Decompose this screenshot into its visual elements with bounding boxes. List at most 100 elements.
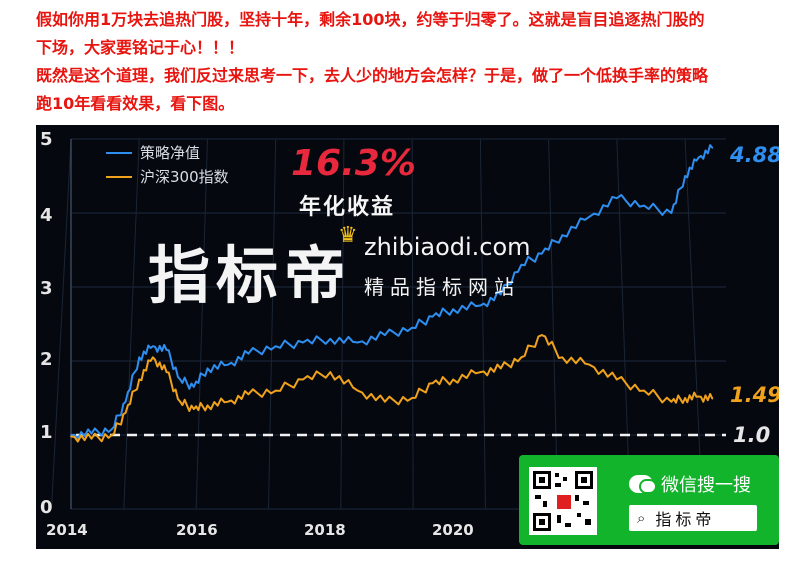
data-point-strategy-31 [711, 147, 714, 149]
annual-return-value: 16.3% [291, 143, 416, 184]
y-tick-0: 0 [40, 497, 53, 518]
data-point-index-15 [356, 389, 359, 392]
data-point-strategy-12 [274, 345, 277, 347]
data-point-strategy-26 [616, 197, 618, 199]
y-tick-4: 4 [40, 205, 53, 226]
y-tick-5: 5 [40, 129, 53, 150]
chart-panel: 策略净值 沪深300指数 16.3% 年化收益 指标帝 ♛ zhibiaodi.… [36, 125, 779, 549]
data-point-index-24 [561, 356, 564, 359]
intro-line-2: 下场，大家要铭记于心！！！ [36, 38, 245, 57]
grid-line-v-0 [51, 138, 72, 510]
intro-line-1: 假如你用1万块去追热门股，坚持十年，剩余100块，约等于归零了。这就是盲目追逐热… [36, 10, 705, 29]
data-point-strategy-7 [179, 378, 181, 381]
data-point-strategy-15 [356, 341, 359, 344]
data-point-index-3 [124, 412, 127, 414]
intro-line-3: 既然是这个道理，我们反过来思考一下，去人少的地方会怎样？于是，做了一个低换手率的… [36, 66, 709, 85]
data-point-index-30 [697, 395, 700, 398]
data-point-index-5 [152, 356, 154, 359]
data-point-index-14 [329, 371, 332, 373]
data-point-index-25 [588, 363, 591, 366]
data-point-index-29 [684, 397, 686, 399]
data-point-strategy-10 [227, 363, 229, 366]
chart-svg [51, 138, 726, 510]
data-point-index-26 [616, 378, 618, 381]
chart-legend: 策略净值 沪深300指数 [106, 141, 229, 189]
grid-line-v-1 [123, 138, 140, 510]
data-point-strategy-19 [452, 308, 454, 310]
data-point-strategy-1 [90, 432, 93, 435]
data-point-index-20 [479, 371, 482, 373]
x-tick-2014: 2014 [46, 521, 88, 539]
legend-item-index: 沪深300指数 [106, 165, 229, 189]
wechat-icon [629, 475, 657, 494]
grid-line-v-7 [548, 138, 559, 510]
wechat-search-label: 微信搜一搜 [661, 475, 751, 496]
data-point-index-13 [302, 378, 304, 381]
data-point-index-8 [193, 408, 195, 410]
data-point-strategy-30 [697, 156, 700, 159]
data-point-index-2 [111, 434, 113, 436]
grid-line-v-6 [479, 138, 486, 510]
x-tick-2018: 2018 [304, 521, 346, 539]
grid-line-v-9 [684, 138, 703, 510]
data-point-index-1 [90, 437, 93, 440]
qr-pattern [533, 471, 593, 531]
data-point-index-10 [227, 400, 229, 403]
grid-line-v-3 [267, 138, 277, 510]
qr-code-icon [529, 467, 597, 535]
data-point-strategy-25 [588, 215, 591, 218]
data-point-strategy-9 [206, 367, 209, 370]
wechat-search-box[interactable]: ⌕ 指标帝 [629, 505, 757, 531]
data-point-index-21 [500, 367, 502, 370]
data-point-index-27 [643, 389, 645, 392]
data-point-strategy-23 [540, 252, 543, 255]
data-point-index-23 [540, 334, 543, 336]
y-tick-3: 3 [40, 278, 53, 299]
grid-line-v-8 [616, 138, 631, 510]
data-point-index-12 [274, 389, 277, 392]
watermark-url: zhibiaodi.com [364, 233, 531, 261]
data-point-index-31 [711, 397, 714, 400]
data-point-strategy-0 [70, 434, 72, 436]
data-point-index-28 [670, 400, 673, 403]
data-point-strategy-16 [384, 334, 386, 336]
search-icon: ⌕ [637, 509, 646, 527]
end-label-index: 1.49 [730, 383, 779, 407]
data-point-strategy-3 [124, 400, 127, 403]
y-tick-2: 2 [40, 349, 53, 370]
data-point-strategy-18 [431, 315, 434, 318]
watermark-brand: 指标帝 [148, 239, 353, 312]
data-point-strategy-2 [111, 428, 113, 430]
watermark-slogan: 精品指标网站 [364, 275, 520, 299]
data-point-strategy-20 [479, 304, 482, 307]
data-point-index-11 [247, 393, 250, 396]
x-tick-2016: 2016 [176, 521, 218, 539]
wechat-search-text: 指标帝 [655, 510, 716, 529]
wechat-promo[interactable]: 微信搜一搜 ⌕ 指标帝 [519, 455, 779, 545]
data-point-strategy-24 [561, 234, 564, 236]
annual-return-label: 年化收益 [299, 195, 396, 220]
wechat-search-title: 微信搜一搜 [629, 471, 751, 497]
data-point-index-22 [520, 356, 523, 359]
data-point-index-0 [70, 435, 72, 438]
y-tick-1: 1 [40, 422, 53, 443]
series-line-index [70, 334, 714, 443]
data-point-index-18 [431, 382, 434, 385]
data-point-strategy-4 [138, 356, 141, 359]
qr-logo-icon [557, 495, 571, 509]
data-point-strategy-17 [411, 326, 413, 329]
data-point-index-17 [411, 397, 413, 399]
end-label-strategy: 4.88 [730, 143, 779, 167]
data-point-index-16 [384, 400, 386, 403]
data-point-strategy-13 [302, 341, 304, 344]
data-point-index-4 [138, 378, 141, 381]
data-point-index-6 [165, 371, 168, 373]
grid-line-v-5 [411, 138, 414, 510]
legend-swatch-strategy [106, 152, 132, 154]
x-tick-2020: 2020 [432, 521, 474, 539]
legend-item-strategy: 策略净值 [106, 141, 229, 165]
grid-line-v-2 [195, 138, 208, 510]
data-point-strategy-5 [152, 345, 154, 347]
legend-label-index: 沪深300指数 [140, 168, 229, 186]
data-point-strategy-21 [500, 293, 502, 296]
